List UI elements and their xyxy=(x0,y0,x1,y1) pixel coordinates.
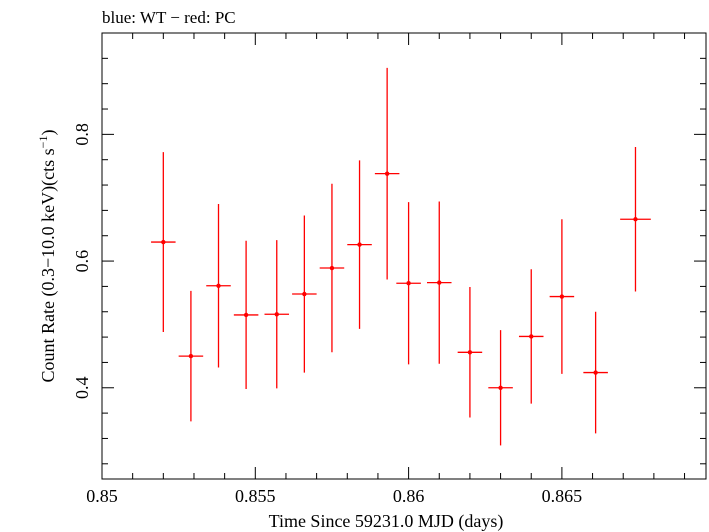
x-tick-label: 0.85 xyxy=(86,486,118,506)
point-marker xyxy=(216,283,221,288)
data-point xyxy=(264,240,290,389)
point-marker xyxy=(274,312,279,317)
data-series xyxy=(151,67,651,446)
point-marker xyxy=(302,291,307,297)
point-marker xyxy=(243,312,249,318)
data-point xyxy=(233,240,259,390)
x-tick-label: 0.855 xyxy=(235,486,276,506)
data-point xyxy=(347,160,372,329)
data-point xyxy=(396,202,421,365)
point-marker xyxy=(593,370,598,375)
point-marker xyxy=(529,334,534,339)
data-point xyxy=(151,152,176,333)
data-point xyxy=(620,147,651,292)
data-point xyxy=(549,219,575,374)
point-marker xyxy=(357,242,362,247)
data-point xyxy=(319,183,345,353)
chart-title: blue: WT − red: PC xyxy=(102,8,236,27)
x-tick-label: 0.865 xyxy=(542,486,583,506)
y-tick-label: 0.4 xyxy=(72,377,92,400)
y-ticks: 0.4 0.6 0.8 xyxy=(72,32,706,465)
point-marker xyxy=(633,217,638,222)
point-marker xyxy=(329,265,335,271)
plot-frame xyxy=(101,32,707,480)
y-tick-label: 0.6 xyxy=(72,250,92,273)
data-point xyxy=(178,290,204,422)
y-axis-label-superscript: −1 xyxy=(36,136,50,149)
point-marker xyxy=(467,350,473,355)
data-point xyxy=(488,330,513,446)
data-point xyxy=(518,269,544,404)
x-tick-label: 0.86 xyxy=(393,486,425,506)
y-axis-label: Count Rate (0.3−10.0 keV)(cts s−1) xyxy=(36,130,59,383)
x-ticks: 0.85 0.855 0.86 0.865 xyxy=(86,33,686,506)
point-marker xyxy=(437,280,442,285)
y-tick-label: 0.8 xyxy=(72,123,92,146)
point-marker xyxy=(161,239,166,245)
point-marker xyxy=(498,385,503,390)
y-axis-label-main: Count Rate (0.3−10.0 keV)(cts s xyxy=(38,148,59,382)
y-axis-label-close: ) xyxy=(38,130,59,136)
point-marker xyxy=(559,294,565,299)
point-marker xyxy=(384,171,390,176)
point-marker xyxy=(406,281,411,286)
data-point xyxy=(426,201,452,364)
data-point xyxy=(457,287,483,418)
point-marker xyxy=(188,353,194,359)
data-point xyxy=(374,67,400,280)
data-point xyxy=(206,204,231,368)
data-point xyxy=(583,311,608,434)
x-axis-label: Time Since 59231.0 MJD (days) xyxy=(269,511,504,532)
data-point xyxy=(292,215,317,373)
